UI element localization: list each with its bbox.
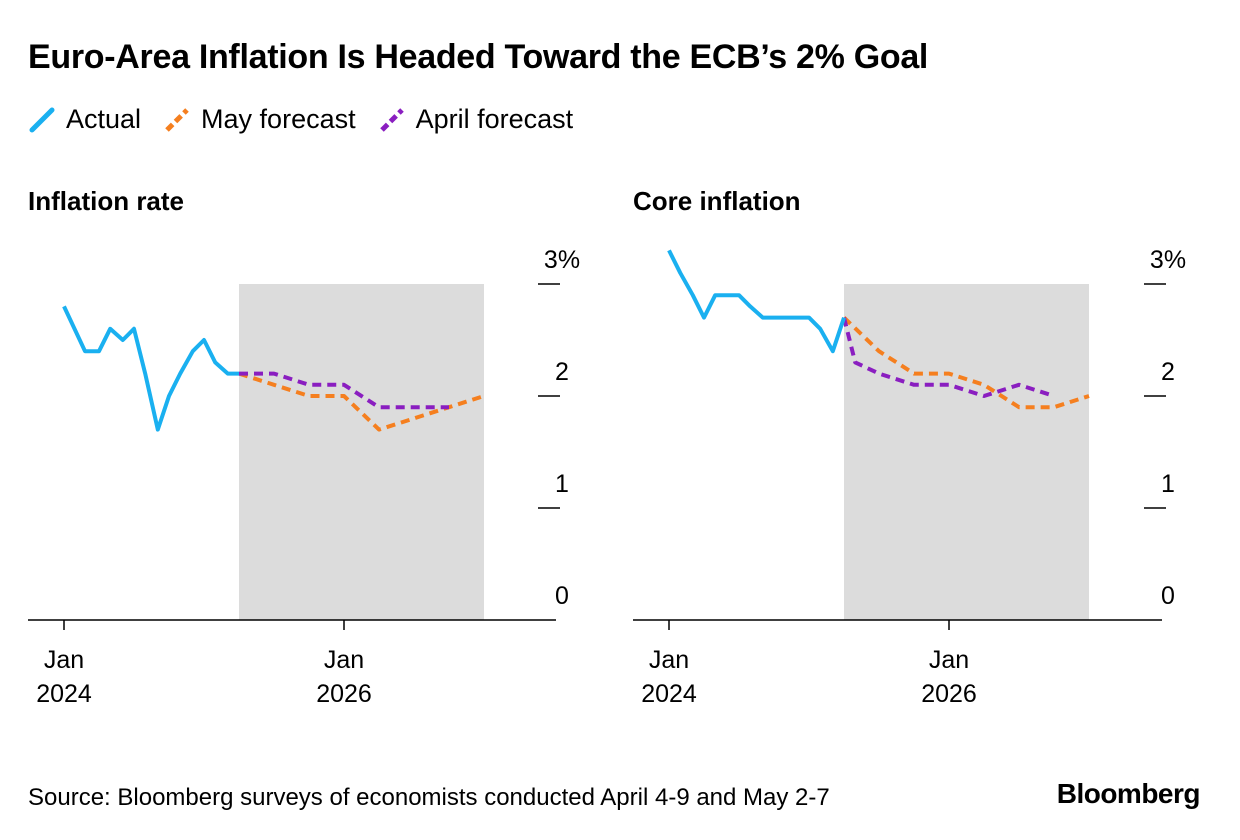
legend-label-actual: Actual — [66, 104, 142, 134]
panel-0-y-tick-label-2: 1 — [555, 470, 569, 498]
panel-0-y-tick-label-1: 2 — [555, 358, 569, 386]
panel-title-inflation-rate: Inflation rate — [28, 186, 185, 216]
source-note: Source: Bloomberg surveys of economists … — [28, 784, 830, 811]
legend: Actual May forecast April forecast — [28, 104, 595, 135]
panel-1-series-actual — [667, 249, 846, 354]
bloomberg-logo: Bloomberg — [1056, 778, 1201, 809]
panel-0-y-tick-label-0: 3% — [544, 246, 580, 274]
panel-0-y-tick-label-3: 0 — [555, 582, 569, 610]
legend-swatch-actual — [29, 107, 55, 132]
panel-0-x-tick-label-month-0: Jan — [44, 646, 84, 674]
legend-swatch-april-forecast — [379, 107, 404, 132]
legend-swatch-may-forecast — [165, 107, 189, 132]
panel-title-core-inflation: Core inflation — [633, 186, 801, 216]
panel-1-y-tick-label-0: 3% — [1150, 246, 1186, 274]
panel-0-series-actual — [62, 305, 239, 432]
panel-1-y-tick-label-2: 1 — [1161, 470, 1175, 498]
legend-item-april-forecast[interactable]: April forecast — [378, 104, 574, 135]
panel-0-forecast-shading — [239, 284, 484, 620]
panel-0-x-tick-label-month-1: Jan — [324, 646, 364, 674]
legend-item-may-forecast[interactable]: May forecast — [163, 104, 356, 135]
legend-label-april-forecast: April forecast — [415, 104, 574, 134]
legend-label-may-forecast: May forecast — [201, 104, 356, 134]
panel-1-y-tick-label-3: 0 — [1161, 582, 1175, 610]
panel-1-x-tick-label-year-1: 2026 — [921, 680, 977, 708]
panel-0-x-tick-label-year-1: 2026 — [316, 680, 372, 708]
panel-1-forecast-shading — [844, 284, 1089, 620]
panel-1-y-tick-label-1: 2 — [1161, 358, 1175, 386]
chart-title: Euro-Area Inflation Is Headed Toward the… — [28, 38, 929, 76]
panel-0-x-tick-label-year-0: 2024 — [36, 680, 92, 708]
panel-0-series-april-forecast — [239, 371, 449, 410]
panel-1-x-tick-label-year-0: 2024 — [641, 680, 697, 708]
panel-1-x-tick-label-month-0: Jan — [649, 646, 689, 674]
panel-1-series-april-forecast — [842, 317, 1055, 398]
panel-1-x-tick-label-month-1: Jan — [929, 646, 969, 674]
legend-item-actual[interactable]: Actual — [28, 104, 141, 135]
panel-1-series-may-forecast — [842, 316, 1090, 410]
